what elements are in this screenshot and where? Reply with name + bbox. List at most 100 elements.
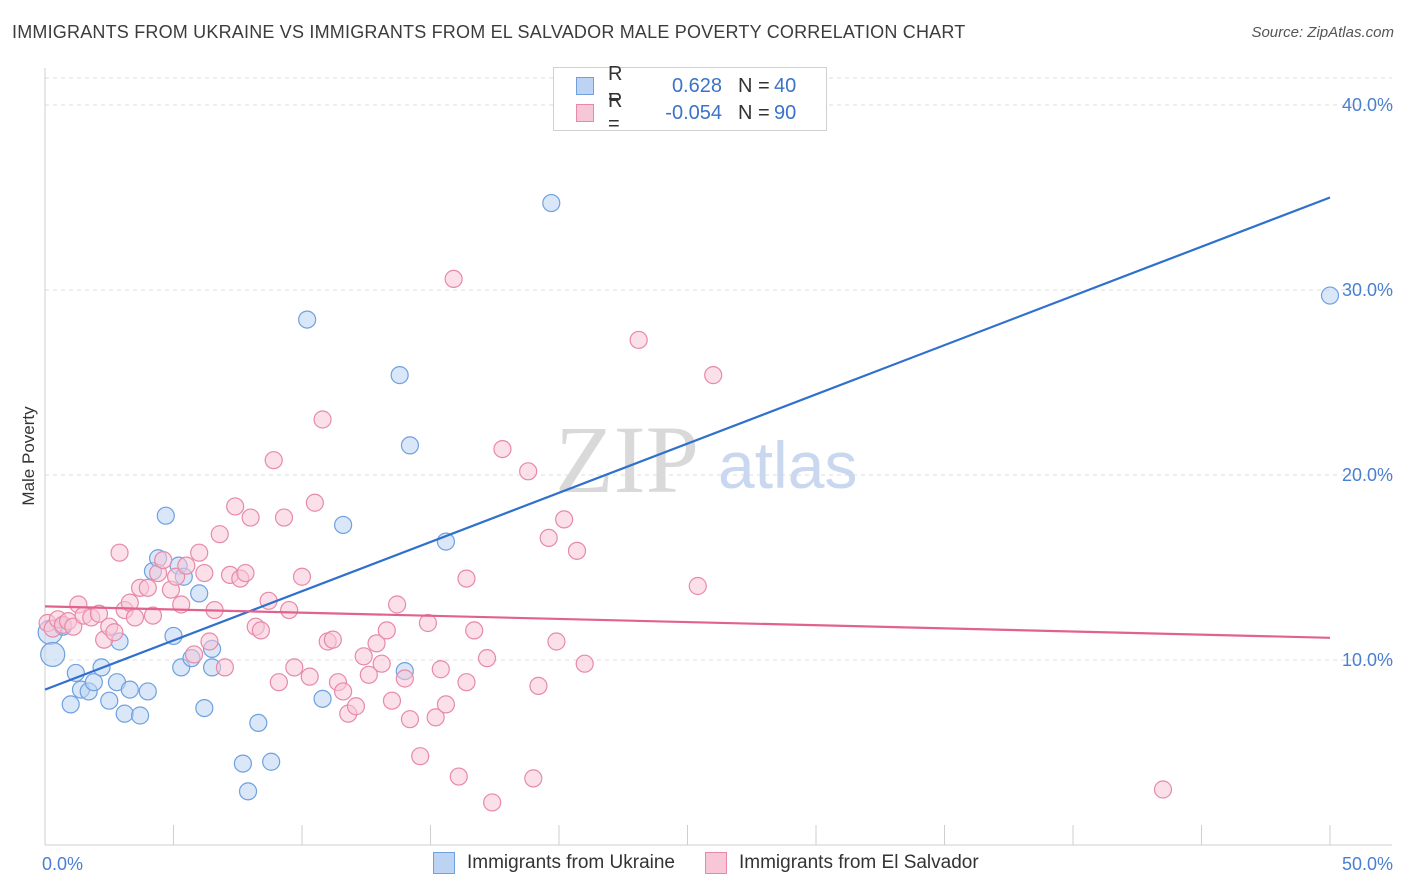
legend-label-el-salvador: Immigrants from El Salvador <box>739 852 979 873</box>
legend-item-ukraine: Immigrants from Ukraine <box>433 852 675 874</box>
ukraine-point <box>390 366 409 385</box>
ukraine-point <box>262 752 281 771</box>
n-value: 40 <box>774 74 797 97</box>
el-salvador-point <box>465 621 484 640</box>
el-salvador-point <box>274 508 294 527</box>
ukraine-point <box>130 706 150 725</box>
el-salvador-point <box>444 269 463 288</box>
legend-label-ukraine: Immigrants from Ukraine <box>467 852 675 873</box>
el-salvador-point <box>313 410 332 429</box>
legend-row-ukraine: R = 0.628 N = 40 <box>554 63 797 108</box>
n-label: N = <box>738 101 770 124</box>
el-salvador-point <box>210 525 229 544</box>
ukraine-point <box>156 506 175 525</box>
el-salvador-point <box>431 660 450 679</box>
el-salvador-point <box>143 606 163 625</box>
el-salvador-point <box>105 623 124 642</box>
ukraine-point <box>249 713 268 733</box>
el-salvador-point <box>529 676 548 696</box>
axes <box>44 68 1392 846</box>
ukraine-point <box>542 193 561 213</box>
el-salvador-point <box>547 632 566 651</box>
ukraine-point <box>84 673 103 692</box>
el-salvador-point <box>138 578 157 597</box>
ukraine-point <box>334 515 353 535</box>
ukraine-point <box>100 691 119 710</box>
el-salvador-point <box>292 567 312 586</box>
el-salvador-point <box>400 710 420 729</box>
y-tick-label: 40.0% <box>1342 95 1393 115</box>
y-tick-label: 10.0% <box>1342 650 1393 670</box>
el-salvador-point <box>457 673 476 692</box>
el-salvador-point <box>280 600 299 620</box>
el-salvador-point <box>367 634 386 653</box>
ukraine-point <box>313 689 332 708</box>
legend-swatch-el-salvador <box>576 104 594 122</box>
el-salvador-point <box>704 366 723 385</box>
watermark-zip: ZIP <box>555 406 699 513</box>
el-salvador-point <box>195 563 214 583</box>
el-salvador-point <box>519 462 538 481</box>
legend-item-el-salvador: Immigrants from El Salvador <box>705 852 979 874</box>
el-salvador-point <box>300 667 319 686</box>
source-label: Source: ZipAtlas.com <box>1251 24 1394 41</box>
el-salvador-point <box>110 543 129 562</box>
ukraine-point <box>298 310 317 329</box>
ukraine-point <box>164 626 183 646</box>
el-salvador-point <box>241 508 260 527</box>
legend-swatch-el-salvador <box>705 852 727 874</box>
r-value: 0.628 <box>671 74 722 97</box>
stats-legend: R = 0.628 N = 40 R = -0.054 N = 90 <box>553 63 827 135</box>
el-salvador-point <box>1153 780 1173 799</box>
el-salvador-point <box>457 569 476 588</box>
el-salvador-point <box>411 747 430 766</box>
el-salvador-point <box>125 608 145 627</box>
ukraine-point <box>61 695 80 714</box>
ukraine-trend-line <box>44 196 1331 691</box>
el-salvador-point <box>493 440 512 459</box>
el-salvador-point <box>387 595 407 614</box>
el-salvador-point <box>555 510 574 529</box>
el-salvador-point <box>154 550 173 570</box>
el-salvador-point <box>64 617 83 636</box>
ukraine-point <box>40 641 66 668</box>
el-salvador-point <box>372 654 391 673</box>
el-salvador-point <box>323 630 342 649</box>
el-salvador-point <box>285 658 304 677</box>
y-axis-title: Male Poverty <box>19 406 38 506</box>
chart-title: IMMIGRANTS FROM UKRAINE VS IMMIGRANTS FR… <box>12 22 966 42</box>
el-salvador-point <box>395 669 414 688</box>
watermark: ZIP atlas <box>555 406 857 513</box>
ukraine-point <box>115 704 134 723</box>
ukraine-point <box>195 698 214 718</box>
n-value: 90 <box>774 101 797 124</box>
data-points <box>37 193 1340 812</box>
el-salvador-point <box>449 767 468 786</box>
el-salvador-point <box>377 621 396 640</box>
el-salvador-point <box>334 682 353 701</box>
ukraine-point <box>238 782 258 801</box>
el-salvador-point <box>346 697 366 716</box>
el-salvador-point <box>200 632 219 651</box>
ukraine-point <box>233 754 252 773</box>
el-salvador-point <box>354 647 373 666</box>
el-salvador-point <box>436 695 456 714</box>
r-label: R = <box>608 90 623 135</box>
el-salvador-trend-line <box>44 605 1331 639</box>
series-legend: Immigrants from Ukraine Immigrants from … <box>433 852 1009 874</box>
el-salvador-point <box>575 654 594 673</box>
el-salvador-point <box>539 528 558 548</box>
el-salvador-point <box>629 330 648 350</box>
ukraine-point <box>190 584 209 603</box>
el-salvador-point <box>226 497 245 516</box>
el-salvador-point <box>184 645 204 664</box>
x-tick-label: 0.0% <box>42 854 83 874</box>
y-tick-label: 20.0% <box>1342 465 1393 485</box>
el-salvador-point <box>264 451 283 470</box>
el-salvador-point <box>305 493 324 512</box>
el-salvador-point <box>269 673 288 692</box>
ukraine-point <box>1320 286 1340 305</box>
el-salvador-point <box>524 769 543 788</box>
el-salvador-point <box>477 649 497 668</box>
